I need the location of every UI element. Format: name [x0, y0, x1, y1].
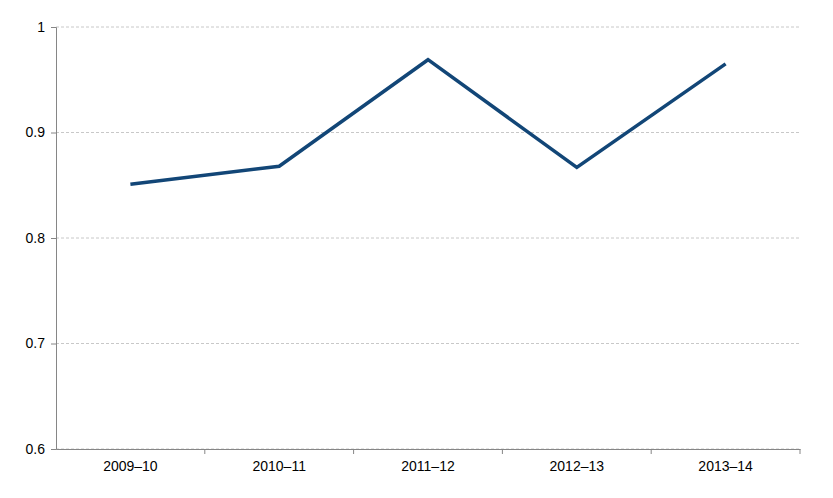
x-tick-label: 2010–11 [252, 458, 306, 474]
y-tick: 0.7 [26, 335, 56, 351]
y-axis-line [51, 28, 57, 450]
y-tick-label: 0.9 [26, 124, 46, 140]
y-tick: 1 [37, 19, 56, 35]
x-tick-label: 2011–12 [401, 458, 455, 474]
x-tick: 2013–14 [698, 449, 753, 474]
y-tick: 0.6 [26, 441, 56, 457]
x-separator [502, 449, 503, 454]
x-tick: 2011–12 [401, 449, 455, 474]
x-tick-label: 2012–13 [550, 458, 605, 474]
x-tick-label: 2009–10 [103, 458, 158, 474]
x-separator [353, 449, 354, 454]
y-tick-label: 0.8 [26, 230, 46, 246]
y-tick-label: 0.6 [26, 441, 46, 457]
y-tick: 0.9 [26, 124, 56, 140]
grid-line [56, 132, 800, 133]
y-tick-mark [51, 344, 56, 345]
grid-line [56, 238, 800, 239]
x-tick-label: 2013–14 [698, 458, 753, 474]
data-line [130, 60, 725, 184]
x-axis-line [57, 449, 801, 450]
y-tick-mark [51, 449, 56, 450]
grid [56, 27, 800, 449]
grid-line [56, 27, 800, 28]
plot-area [130, 60, 725, 184]
y-axis: 0.6 0.7 0.8 0.9 1 [26, 19, 57, 457]
x-separator [651, 449, 652, 454]
y-tick-mark [51, 238, 56, 239]
x-axis: 2009–10 2010–11 2011–12 2012–13 2013–14 [57, 449, 801, 474]
y-tick-label: 0.7 [26, 335, 46, 351]
y-tick: 0.8 [26, 230, 56, 246]
x-tick: 2009–10 [103, 449, 158, 474]
x-tick: 2012–13 [550, 449, 605, 474]
x-tick: 2010–11 [252, 449, 306, 474]
chart: 0.6 0.7 0.8 0.9 1 2009–10 2010–11 2011–12 2012–1… [0, 0, 833, 498]
y-tick-label: 1 [37, 19, 45, 35]
x-separator [204, 449, 205, 454]
x-separators [205, 449, 800, 454]
y-tick-mark [51, 133, 56, 134]
x-separator [800, 449, 801, 454]
grid-line [56, 343, 800, 344]
y-tick-mark [51, 27, 56, 28]
grid-line [56, 449, 800, 450]
